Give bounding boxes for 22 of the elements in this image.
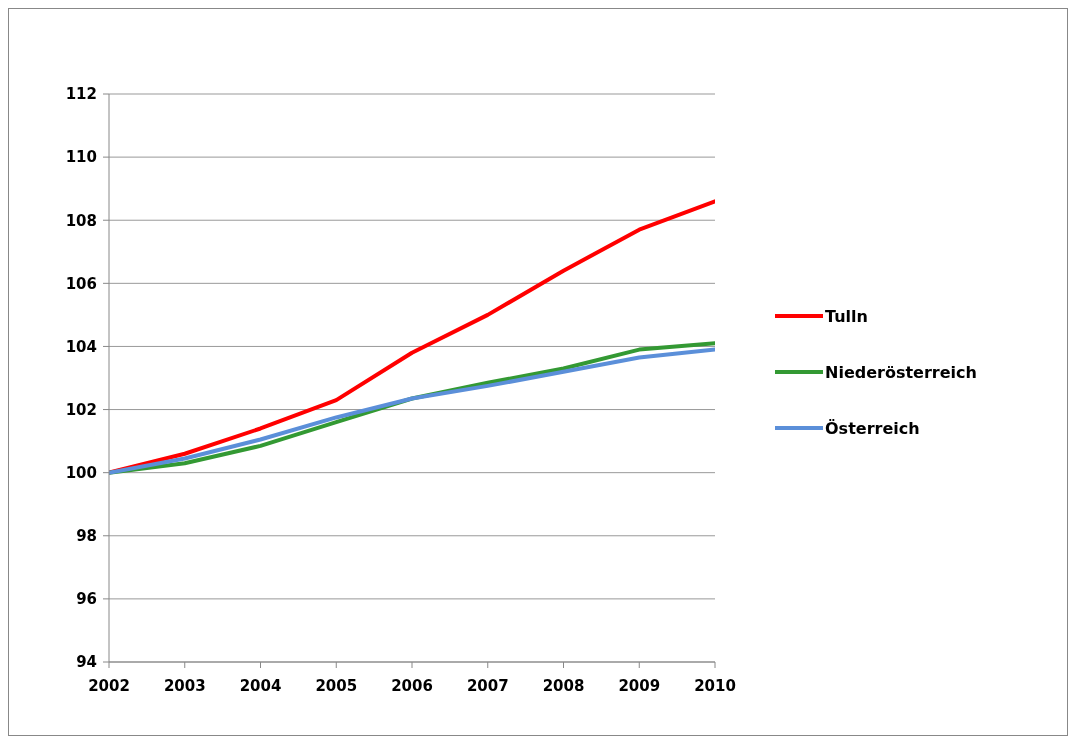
- x-tick-label: 2008: [542, 676, 585, 695]
- legend-label: Niederösterreich: [825, 362, 977, 382]
- y-tick-label: 100: [65, 463, 97, 482]
- y-tick-label: 96: [76, 590, 97, 609]
- y-tick-label: 110: [65, 148, 97, 167]
- legend-label: Tulln: [825, 306, 868, 326]
- x-tick-label: 2006: [391, 676, 433, 695]
- legend-label: Österreich: [825, 418, 920, 438]
- x-tick-label: 2010: [694, 676, 736, 695]
- y-tick-label: 104: [65, 337, 97, 356]
- y-tick-label: 102: [65, 400, 97, 419]
- x-tick-label: 2003: [163, 676, 206, 695]
- x-tick-label: 2004: [239, 676, 282, 695]
- y-tick-label: 98: [76, 527, 97, 546]
- y-tick-label: 112: [65, 85, 97, 104]
- y-tick-label: 108: [65, 211, 97, 230]
- x-tick-label: 2007: [466, 676, 509, 695]
- y-tick-label: 106: [65, 274, 97, 293]
- x-tick-label: 2009: [618, 676, 661, 695]
- x-tick-label: 2005: [315, 676, 358, 695]
- x-tick-label: 2002: [88, 676, 130, 695]
- y-tick-label: 94: [76, 653, 97, 672]
